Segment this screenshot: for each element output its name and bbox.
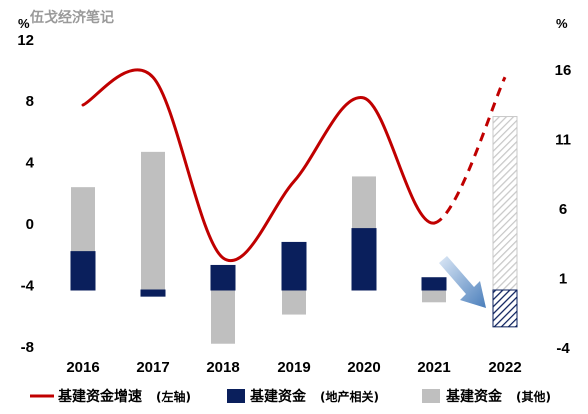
legend-item-grey: 基建资金 (其他) (422, 388, 551, 405)
bar-property-2016 (70, 251, 96, 291)
bar-other-2016 (71, 187, 95, 252)
x-tick-label: 2018 (206, 359, 239, 376)
x-axis: 2016 2017 2018 2019 2020 2021 2022 (66, 359, 521, 376)
right-tick-label: 1 (559, 271, 567, 288)
left-tick-label: 12 (17, 32, 34, 49)
bar-property-2019 (281, 241, 307, 291)
left-axis-unit: % (18, 16, 30, 31)
legend: 基建资金增速 (左轴) 基建资金 (地产相关) 基建资金 (其他) (30, 388, 551, 405)
left-axis: 12 8 4 0 -4 -8 (17, 32, 34, 356)
legend-item-line: 基建资金增速 (左轴) (30, 388, 191, 405)
bars (70, 116, 518, 344)
right-axis-unit: % (556, 16, 568, 31)
x-tick-label: 2020 (347, 359, 380, 376)
bar-property-2020 (351, 228, 377, 291)
bar-other-2022 (492, 116, 518, 291)
watermark: 伍戈经济笔记 (29, 9, 114, 26)
bar-property-2022 (492, 289, 518, 328)
line-solid (81, 68, 436, 263)
x-tick-label: 2017 (136, 359, 169, 376)
right-tick-label: -4 (556, 340, 570, 357)
legend-note-line: (左轴) (156, 389, 191, 404)
legend-label-navy: 基建资金 (250, 388, 307, 405)
bar-property-2017 (140, 289, 166, 297)
bar-other-2020 (352, 176, 376, 229)
legend-label-grey: 基建资金 (446, 388, 503, 405)
bar-other-2019 (282, 290, 306, 315)
bar-other-2018 (211, 290, 235, 344)
legend-swatch-navy (227, 389, 245, 403)
left-tick-label: -8 (21, 339, 34, 356)
bar-other-2021 (422, 290, 446, 303)
right-tick-label: 6 (559, 201, 567, 218)
annotation-arrow (439, 256, 486, 308)
left-tick-label: -4 (21, 277, 35, 294)
x-tick-label: 2016 (66, 359, 99, 376)
arrow-shape (439, 256, 486, 308)
legend-label-line: 基建资金增速 (58, 388, 142, 405)
legend-item-navy: 基建资金 (地产相关) (227, 388, 379, 405)
x-tick-label: 2022 (488, 359, 521, 376)
x-tick-label: 2021 (417, 359, 450, 376)
line-dashed (433, 76, 507, 225)
bar-property-2021 (421, 277, 447, 291)
left-tick-label: 8 (26, 93, 34, 110)
right-tick-label: 16 (555, 62, 572, 79)
left-tick-label: 0 (26, 216, 34, 233)
bar-other-2017 (141, 151, 165, 291)
left-tick-label: 4 (26, 155, 35, 172)
line-series (81, 68, 507, 263)
legend-swatch-grey (422, 389, 440, 403)
legend-note-grey: (其他) (516, 389, 551, 404)
x-tick-label: 2019 (277, 359, 310, 376)
legend-note-navy: (地产相关) (320, 389, 379, 404)
right-tick-label: 11 (555, 132, 571, 149)
right-axis: 16 11 6 1 -4 (555, 62, 572, 357)
bar-property-2018 (210, 264, 236, 291)
